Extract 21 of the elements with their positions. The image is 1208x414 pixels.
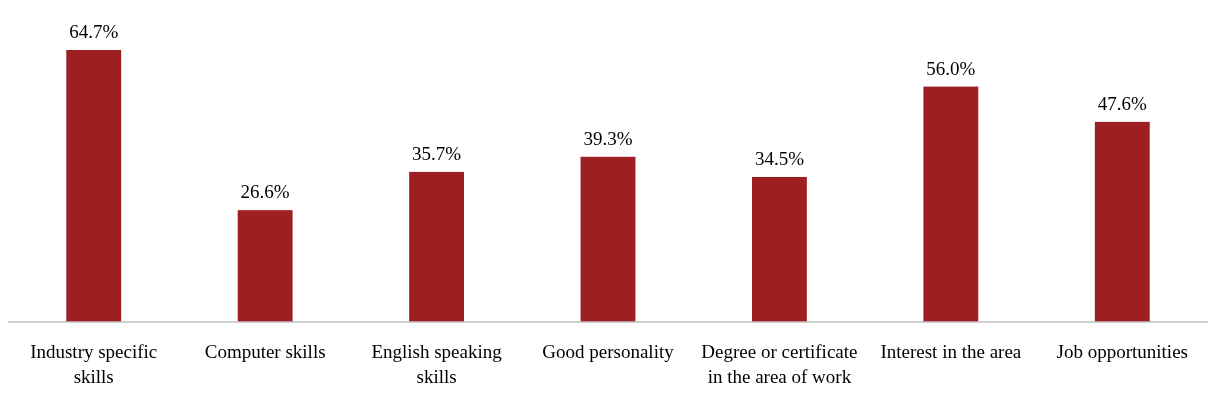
bar xyxy=(923,86,979,322)
x-tick-label: Industry specific skills xyxy=(30,341,158,387)
x-tick-label: Computer skills xyxy=(204,341,326,362)
x-tick-label: Job opportunities xyxy=(1056,341,1188,362)
data-label: 35.7% xyxy=(412,142,462,164)
x-tick-label: Interest in the area xyxy=(880,341,1022,362)
x-tick-label: Degree or certificate in the area of work xyxy=(701,341,858,387)
bar xyxy=(409,171,464,322)
data-label: 64.7% xyxy=(69,21,119,42)
x-tick-label: English speaking skills xyxy=(371,341,503,387)
bar xyxy=(66,50,122,322)
data-label: 39.3% xyxy=(583,127,633,149)
data-label: 26.6% xyxy=(240,181,290,203)
data-label: 34.5% xyxy=(754,147,805,169)
x-tick-label: Good personality xyxy=(542,341,675,362)
bar xyxy=(580,156,636,322)
data-label: 47.6% xyxy=(1097,92,1147,114)
bar xyxy=(1094,121,1150,322)
bar xyxy=(237,210,293,322)
data-label: 56.0% xyxy=(926,57,976,79)
bar xyxy=(752,176,807,322)
